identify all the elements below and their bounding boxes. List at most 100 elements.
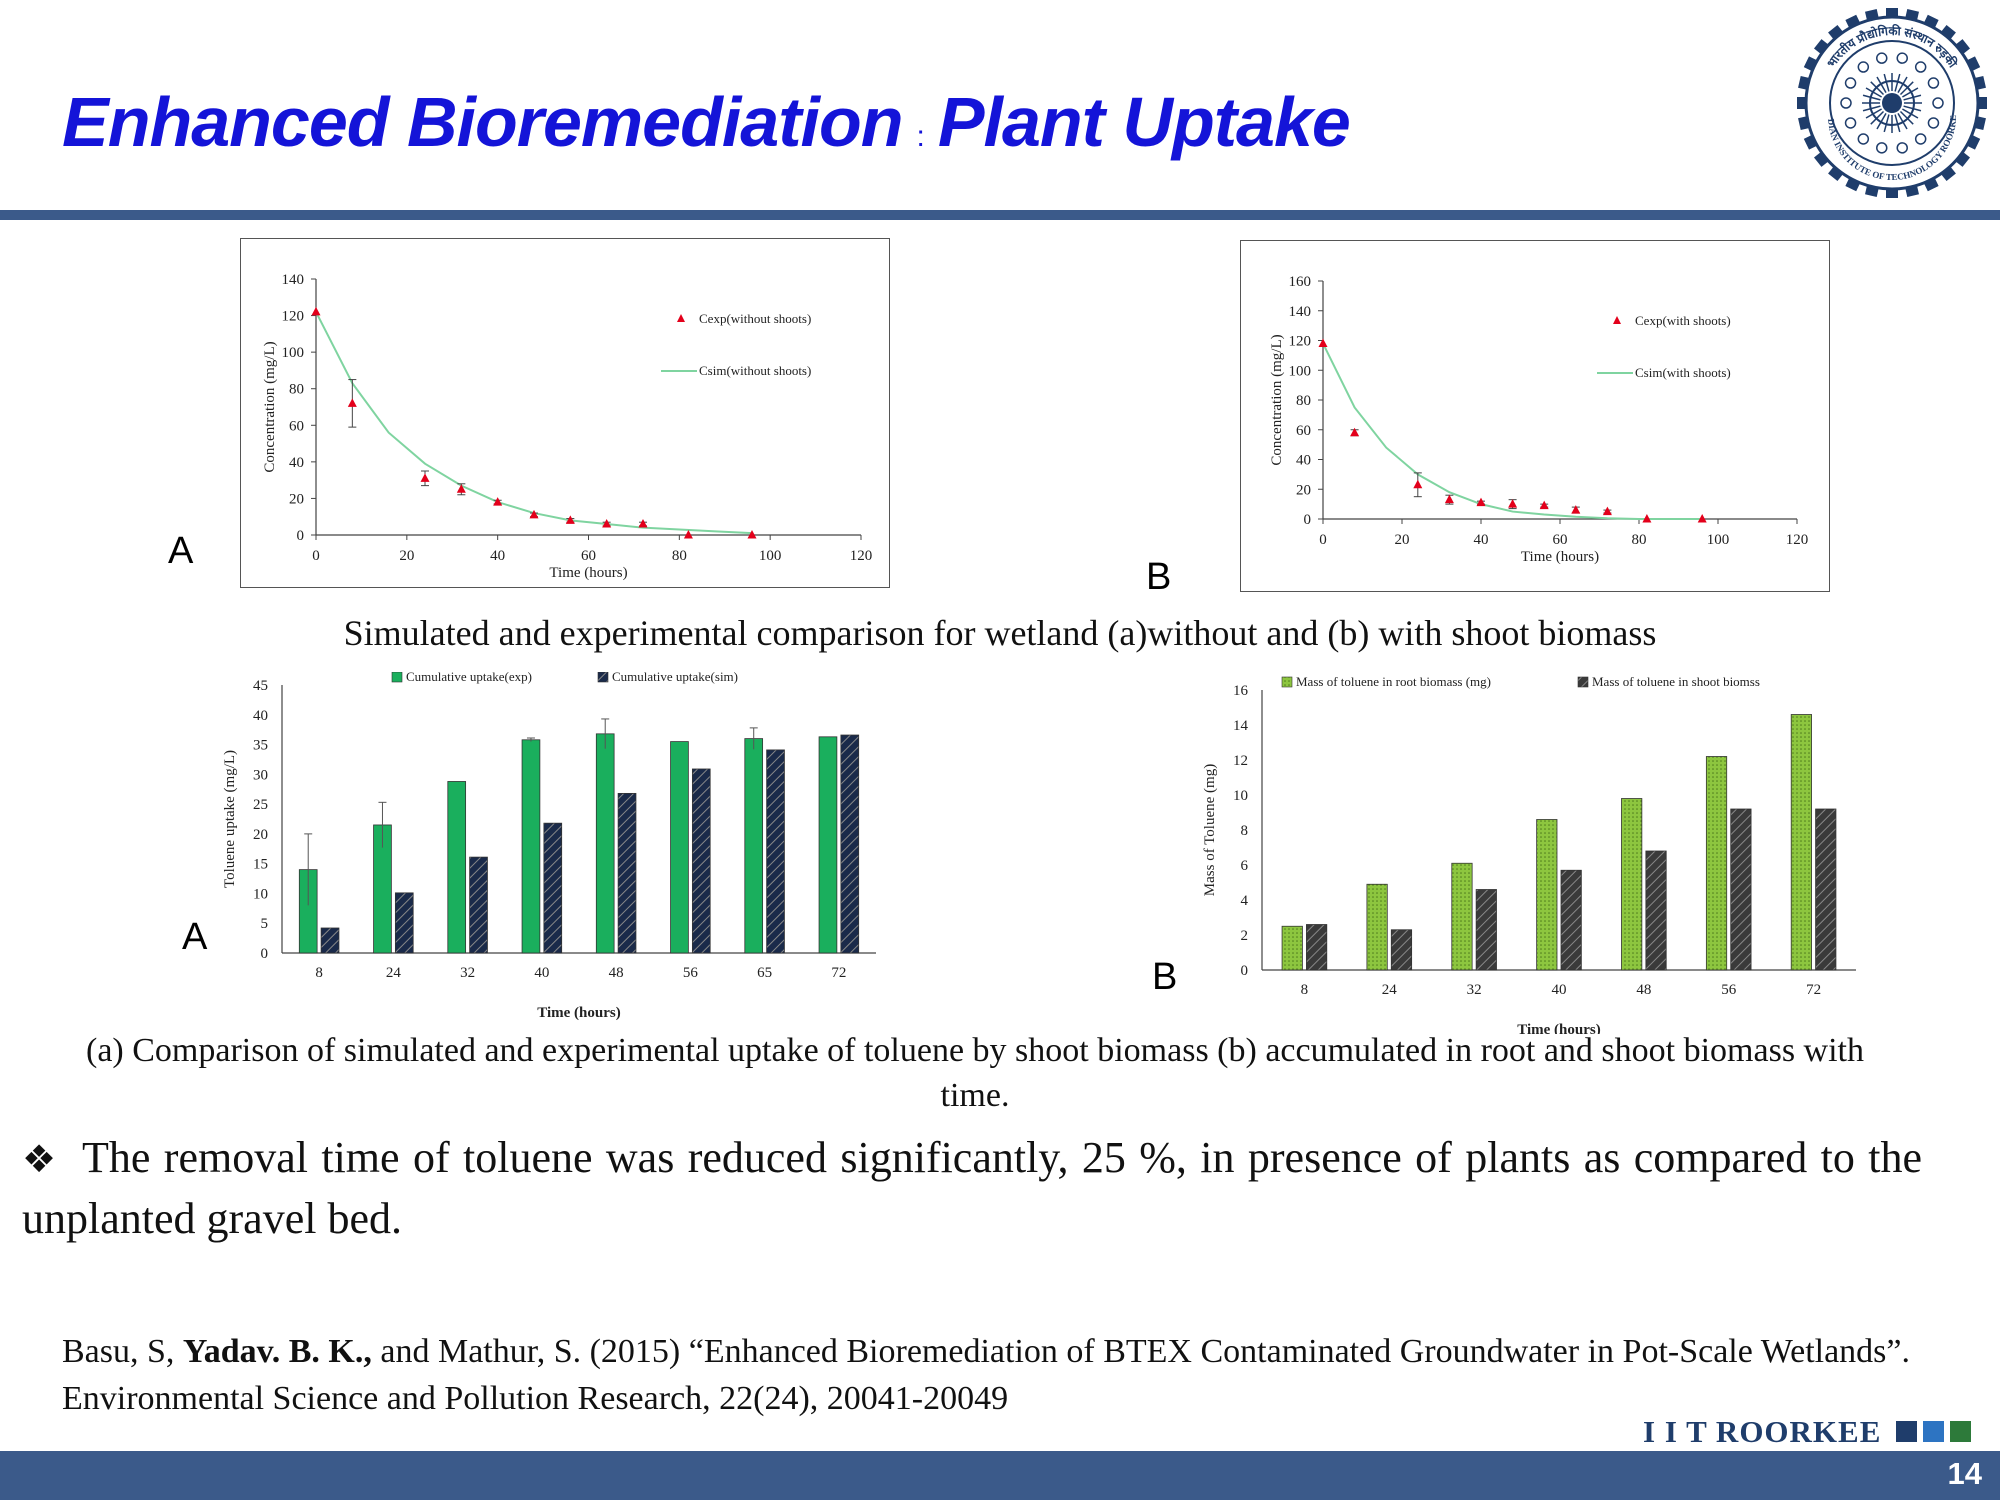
experimental-point [1476,497,1486,507]
x-tick-label: 8 [1301,982,1309,998]
x-tick-label: 120 [1786,532,1809,548]
simulated-line [315,311,753,535]
logo-sun-ray [1897,76,1908,93]
experimental-point [1602,506,1612,516]
x-tick-label: 72 [1806,982,1821,998]
bar-series1 [1536,819,1558,971]
x-tick-label: 48 [609,965,624,981]
x-tick-label: 32 [460,965,475,981]
y-tick-label: 12 [1233,753,1248,769]
bar-series2 [1390,929,1413,971]
x-tick-label: 56 [1721,982,1737,998]
x-tick-label: 40 [534,965,549,981]
title-topic: Plant Uptake [937,83,1351,161]
x-tick-label: 40 [490,548,505,564]
x-tick-label: 20 [399,548,414,564]
logo-sun-ray [1894,114,1901,133]
y-tick-label: 10 [253,886,268,902]
y-tick-label: 60 [289,418,304,434]
bar-series2 [1815,808,1837,971]
logo-wave-swirl [1927,117,1940,129]
bar-series1 [595,733,615,954]
y-tick-label: 16 [1233,683,1249,699]
bar-series1 [521,739,541,954]
x-tick-label: 72 [831,965,846,981]
legend-marker-exp [677,314,685,322]
logo-wave-swirl [1914,133,1927,145]
y-tick-label: 20 [253,827,268,843]
logo-sun-ray [1899,110,1914,125]
experimental-point [1444,494,1454,504]
legend-label-exp: Cexp(without shoots) [699,311,811,326]
x-tick-label: 0 [312,548,320,564]
experimental-point [1697,514,1707,523]
slide-title: Enhanced Bioremediation: Plant Uptake [62,82,1351,162]
chart-a-without-shoots: 0 20 40 60 80 100 120 140 0 20 40 60 80 100 120 Time (h… [240,238,890,588]
logo-sun-ray [1862,105,1881,112]
bar-series2 [1306,924,1328,971]
brand-text: I I T ROORKEE [1643,1414,1882,1449]
experimental-point [347,398,357,407]
y-tick-label: 30 [253,767,268,783]
logo-sun-ray [1903,94,1922,101]
x-tick-label: 20 [1395,532,1410,548]
title-main: Enhanced Bioremediation [62,83,903,161]
bar-series2 [840,734,860,954]
x-tick-label: 80 [1632,532,1647,548]
x-tick-label: 100 [1707,532,1730,548]
legend-label-sim: Csim(without shoots) [699,363,811,378]
logo-sun-ray [1894,73,1901,92]
key-finding: ❖ The removal time of toluene was reduced… [22,1128,1922,1248]
legend-swatch-series1 [1281,676,1293,688]
y-tick-label: 25 [253,797,268,813]
x-tick-label: 24 [386,965,402,981]
bar-series1 [1281,925,1303,971]
bar-series1 [670,741,689,954]
experimental-point [602,519,612,528]
bar-series2 [320,927,340,954]
x-axis-title: Time (hours) [537,1005,620,1021]
y-tick-label: 15 [253,857,268,873]
chart-a-uptake: 0 5 10 15 20 25 30 35 40 45 8 24 32 40 48 56 65 72 Time (h… [222,672,876,1021]
bar-series1 [1790,714,1812,971]
logo-sun-ray [1902,87,1919,98]
y-tick-label: 60 [1296,423,1311,439]
legend-marker-exp [1613,316,1621,324]
x-tick-label: 100 [759,548,782,564]
legend-swatch-series2 [1577,676,1589,688]
logo-sun-ray [1899,81,1914,96]
brand-square-green [1950,1421,1971,1442]
logo-wave-swirl [1932,97,1944,109]
logo-sun-ray [1870,110,1885,125]
bar-series2 [691,768,711,954]
bar-series2 [1560,869,1582,971]
diamond-bullet-icon: ❖ [22,1137,57,1181]
y-axis-title: Concentration (mg/L) [262,341,278,472]
caption-bottom: (a) Comparison of simulated and experime… [86,1032,1864,1114]
y-tick-label: 120 [282,309,305,325]
y-tick-label: 4 [1241,893,1249,909]
x-axis-title: Time (hours) [549,565,627,581]
bar-series2 [543,822,563,954]
experimental-point [529,509,539,519]
x-axis-title: Time (hours) [1517,1022,1600,1034]
footer-bar [0,1451,2000,1500]
x-tick-label: 0 [1319,532,1327,548]
experimental-point [683,530,693,539]
bar-series2 [766,749,785,954]
simulated-line [1322,343,1703,520]
y-axis-title: Toluene uptake (mg/L) [222,750,238,888]
logo-sun-ray [1870,81,1885,96]
logo-sun-core [1882,93,1902,113]
legend-label-series1: Mass of toluene in root biomass (mg) [1296,674,1491,689]
bar-series1 [744,738,764,954]
logo-wave-swirl [1876,52,1888,64]
logo-sun-ray [1876,113,1887,130]
y-tick-label: 140 [1289,304,1312,320]
bar-series2 [1645,850,1667,971]
logo-sun-ray [1903,105,1922,112]
legend-swatch-series1 [391,672,403,683]
logo-sun-ray [1897,113,1908,130]
experimental-point [493,497,503,506]
